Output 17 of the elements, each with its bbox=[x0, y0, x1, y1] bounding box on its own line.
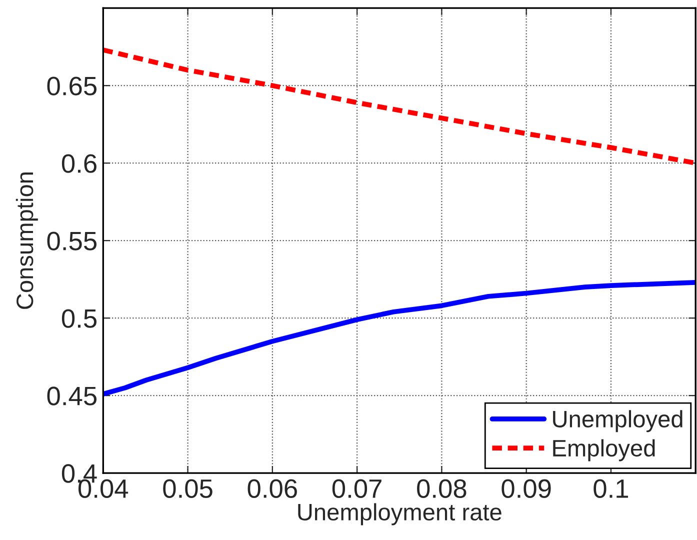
line-series bbox=[103, 48, 696, 166]
y-axis-title: Consumption bbox=[16, 172, 38, 309]
legend-label: Employed bbox=[553, 439, 655, 462]
y-tick-label: 0.45 bbox=[47, 386, 96, 406]
x-axis-title: Unemployment rate bbox=[298, 503, 502, 526]
y-tick-label: 0.6 bbox=[62, 154, 96, 173]
y-tick-label: 0.55 bbox=[47, 232, 96, 250]
x-tick-label: 0.09 bbox=[502, 479, 551, 498]
x-tick-label: 0.1 bbox=[594, 479, 628, 498]
x-tick-label: 0.06 bbox=[248, 479, 297, 498]
x-tick-label: 0.07 bbox=[332, 479, 382, 498]
y-tick-label: 0.65 bbox=[47, 76, 96, 96]
x-tick-label: 0.08 bbox=[417, 479, 466, 498]
y-tick-label: 0.5 bbox=[62, 309, 96, 328]
x-tick-label: 0.05 bbox=[163, 479, 212, 498]
line-series bbox=[103, 280, 696, 396]
legend-label: Unemployed bbox=[553, 410, 682, 432]
